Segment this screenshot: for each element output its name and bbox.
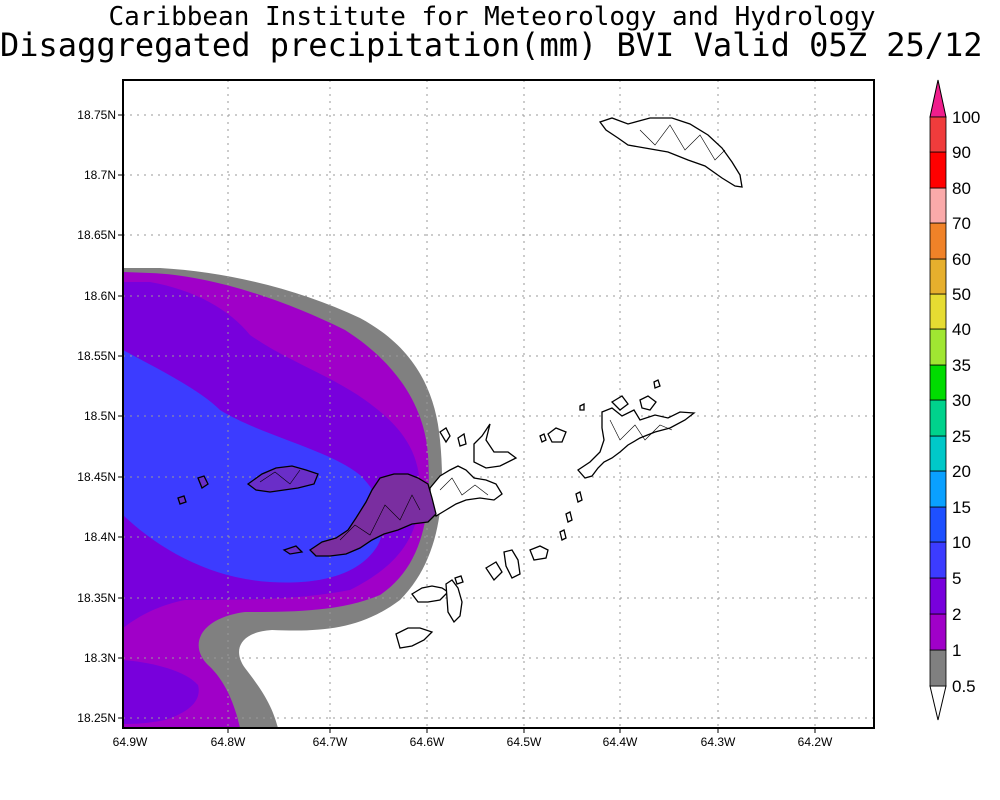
lat-tick-label: 18.4N — [84, 530, 116, 544]
island-cooper — [503, 549, 521, 579]
colorbar-label: 5 — [952, 569, 961, 588]
lon-tick-label: 64.7W — [313, 735, 348, 749]
institute-title: Caribbean Institute for Meteorology and … — [108, 2, 876, 32]
island-frenchmans-cay — [282, 545, 304, 555]
colorbar-swatch — [929, 364, 947, 401]
colorbar-label: 60 — [952, 250, 971, 269]
lon-tick-label: 64.9W — [113, 735, 148, 749]
colorbar-label: 90 — [952, 143, 971, 162]
colorbar-label: 0.5 — [952, 677, 976, 696]
colorbar-swatch — [929, 541, 947, 579]
island-vg-north — [610, 395, 629, 411]
lat-tick-label: 18.3N — [84, 651, 116, 665]
colorbar-label: 1 — [952, 641, 961, 660]
island-round-rock — [559, 529, 567, 541]
precip-band-2-5-lower — [123, 660, 199, 724]
map-title: Disaggregated precipitation(mm) BVI Vali… — [0, 26, 1000, 64]
colorbar-label: 80 — [952, 179, 971, 198]
admin-boundaries — [259, 124, 726, 541]
island-guana — [439, 427, 451, 444]
lat-tick-label: 18.7N — [84, 168, 116, 182]
island-jost-van-dyke — [246, 465, 319, 493]
island-peter — [445, 579, 463, 624]
lon-tick-label: 64.6W — [410, 735, 445, 749]
island-ginger — [485, 561, 503, 582]
lat-tick-label: 18.5N — [84, 409, 116, 423]
lon-tick-label: 64.3W — [701, 735, 736, 749]
island-tortola-east — [429, 465, 503, 517]
lon-tick-label: 64.5W — [507, 735, 542, 749]
island-great-camanoe — [547, 427, 567, 443]
colorbar-label: 35 — [952, 356, 971, 375]
island-beef — [473, 423, 518, 469]
colorbar-swatch — [929, 116, 947, 153]
lat-tick-label: 18.55N — [77, 349, 116, 363]
colorbar-label: 10 — [952, 533, 971, 552]
colorbar-swatch — [929, 258, 947, 295]
colorbar-swatch — [929, 187, 947, 224]
colorbar-label: 25 — [952, 427, 971, 446]
colorbar-swatch — [929, 399, 947, 437]
island-vg-small — [639, 395, 657, 411]
lat-tick-label: 18.75N — [77, 108, 116, 122]
colorbar-swatch — [929, 649, 947, 687]
colorbar-swatch — [929, 577, 947, 615]
colorbar-label: 100 — [952, 108, 980, 127]
colorbar-swatch — [929, 293, 947, 330]
lat-tick-label: 18.25N — [77, 711, 116, 725]
island-tortola — [308, 473, 437, 557]
colorbar-label: 40 — [952, 320, 971, 339]
lon-tick-label: 64.4W — [603, 735, 638, 749]
lon-tick-label: 64.2W — [798, 735, 833, 749]
coastlines — [177, 117, 743, 649]
colorbar-swatch — [929, 151, 947, 189]
island-vg-islet — [653, 379, 661, 389]
island-salt — [395, 627, 434, 649]
colorbar-label: 70 — [952, 214, 971, 233]
island-broken-jerusalem — [565, 511, 573, 523]
island-mosquito — [575, 491, 583, 503]
lat-tick-label: 18.45N — [77, 470, 116, 484]
island-norman — [411, 585, 450, 603]
lon-tick-label: 64.8W — [211, 735, 246, 749]
colorbar-label: 50 — [952, 285, 971, 304]
island-eustatia — [579, 402, 585, 411]
island-little-thatch — [177, 495, 187, 505]
island-dead-chest — [454, 575, 464, 585]
lat-tick-label: 18.6N — [84, 289, 116, 303]
lon-axis: 64.9W 64.8W 64.7W 64.6W 64.5W 64.4W 64.3… — [113, 728, 833, 749]
lat-axis: 18.25N 18.3N 18.35N 18.4N 18.45N 18.5N 1… — [77, 108, 123, 725]
colorbar-label: 2 — [952, 605, 961, 624]
island-marina-cay — [539, 433, 547, 443]
lat-tick-label: 18.65N — [77, 228, 116, 242]
lat-tick-label: 18.35N — [77, 591, 116, 605]
island-anegada — [598, 117, 743, 188]
precip-band-5-10 — [123, 350, 384, 583]
colorbar-swatch — [929, 506, 947, 543]
colorbar-swatch — [929, 613, 947, 651]
colorbar-swatch — [929, 328, 947, 366]
plot-frame — [122, 79, 875, 729]
colorbar-swatch — [929, 222, 947, 260]
colorbar-bottom-arrow — [929, 685, 947, 721]
colorbar-swatch — [929, 470, 947, 508]
colorbar-label: 20 — [952, 462, 971, 481]
colorbar-top-arrow — [929, 79, 947, 118]
island-fallen-jerusalem — [529, 545, 549, 561]
island-camanoe — [457, 432, 467, 447]
colorbar-label: 30 — [952, 391, 971, 410]
island-sandy-cay — [197, 475, 209, 489]
colorbar-label: 15 — [952, 498, 971, 517]
colorbar-swatch — [929, 435, 947, 472]
island-virgin-gorda — [577, 407, 696, 479]
